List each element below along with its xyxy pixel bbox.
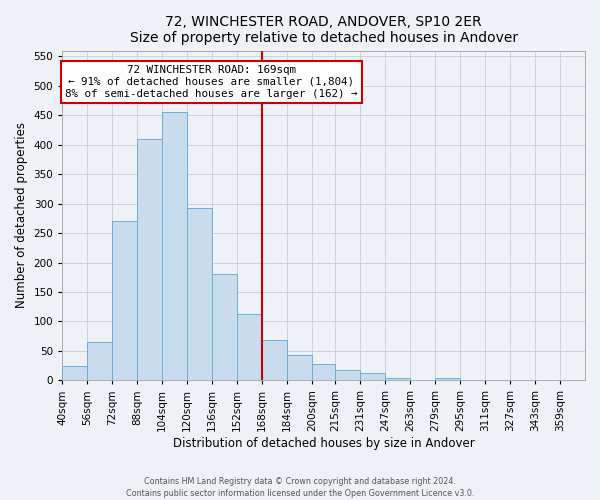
Bar <box>162 112 187 380</box>
Bar <box>187 208 212 380</box>
Text: Contains HM Land Registry data © Crown copyright and database right 2024.
Contai: Contains HM Land Registry data © Crown c… <box>126 476 474 498</box>
Bar <box>287 355 312 380</box>
Bar <box>361 373 385 380</box>
Bar <box>62 366 87 380</box>
Bar <box>137 139 162 380</box>
Bar <box>237 314 262 380</box>
Bar <box>112 222 137 380</box>
Bar <box>212 274 237 380</box>
Y-axis label: Number of detached properties: Number of detached properties <box>15 122 28 308</box>
X-axis label: Distribution of detached houses by size in Andover: Distribution of detached houses by size … <box>173 437 475 450</box>
Bar <box>262 340 287 380</box>
Bar <box>335 370 361 380</box>
Title: 72, WINCHESTER ROAD, ANDOVER, SP10 2ER
Size of property relative to detached hou: 72, WINCHESTER ROAD, ANDOVER, SP10 2ER S… <box>130 15 518 45</box>
Text: 72 WINCHESTER ROAD: 169sqm
← 91% of detached houses are smaller (1,804)
8% of se: 72 WINCHESTER ROAD: 169sqm ← 91% of deta… <box>65 66 358 98</box>
Bar <box>385 378 410 380</box>
Bar <box>435 378 460 380</box>
Bar <box>87 342 112 380</box>
Bar <box>312 364 335 380</box>
